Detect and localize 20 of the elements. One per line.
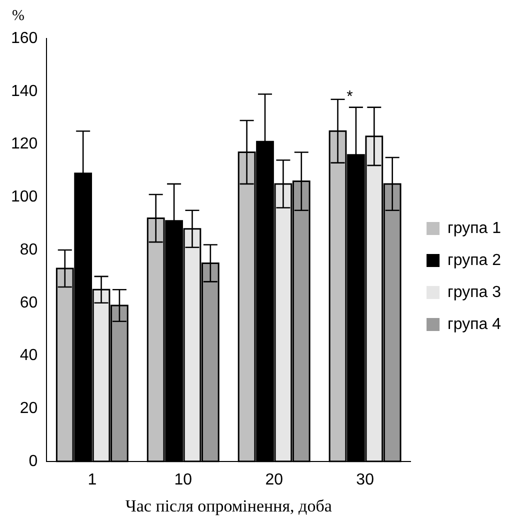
legend-label: група 3 [448,284,502,301]
y-tick-label: 100 [10,188,38,206]
legend-label: група 4 [448,316,502,333]
x-tick-label: 1 [88,471,97,488]
x-axis-title: Час після опромінення, доба [125,496,332,516]
y-tick-label: 160 [10,30,38,48]
y-axis-title: % [12,8,26,26]
x-tick-label: 20 [265,471,284,488]
y-tick-label: 60 [20,294,38,312]
y-tick-label: 140 [10,82,38,100]
y-tick-label: 40 [20,347,38,364]
annotation: * [346,88,353,106]
x-tick-label: 30 [356,471,374,488]
y-tick-label: 80 [20,241,38,258]
y-tick-label: 0 [28,452,38,470]
y-tick-label: 120 [10,136,38,153]
legend-label: група 1 [448,220,502,237]
y-tick-label: 20 [20,400,38,417]
x-tick-label: 10 [174,471,192,488]
legend-label: група 2 [448,252,502,269]
